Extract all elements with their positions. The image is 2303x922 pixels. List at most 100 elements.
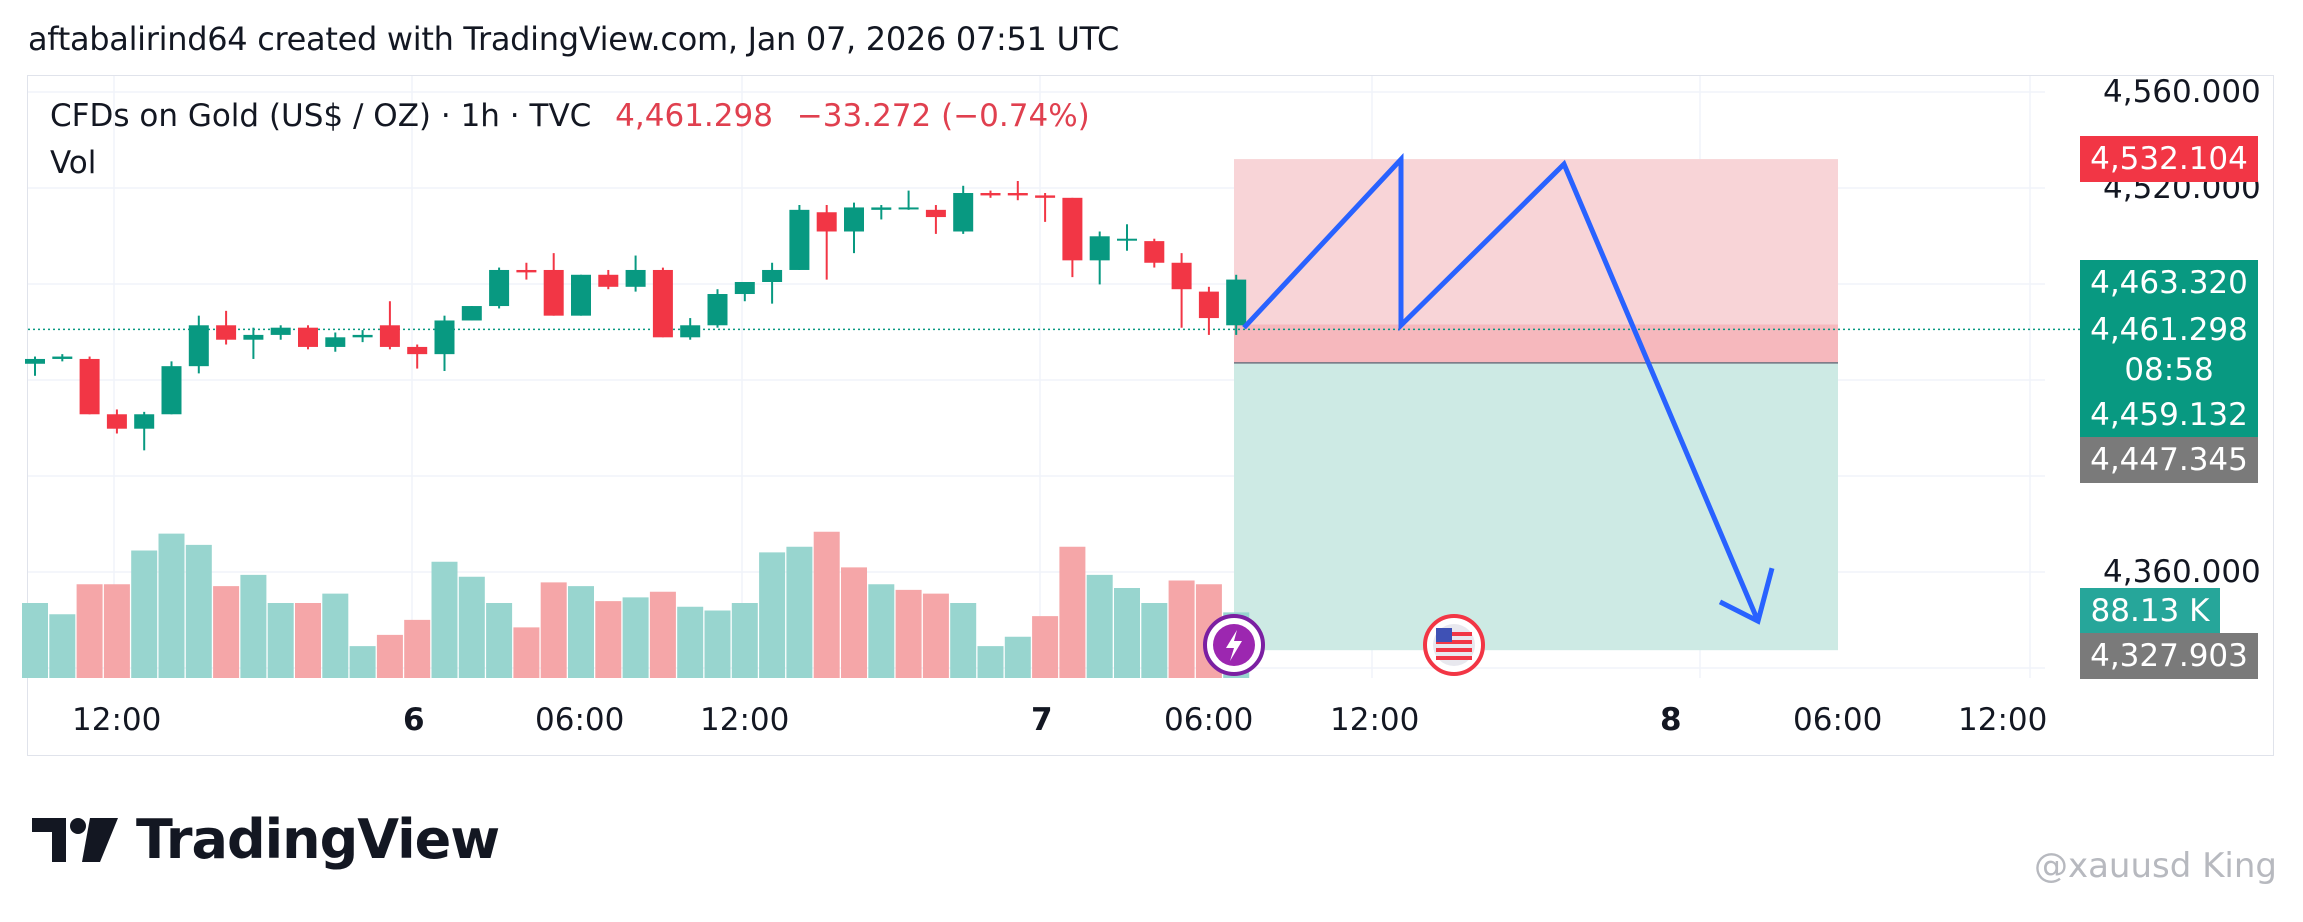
candle-body xyxy=(652,269,673,338)
tradingview-logo-text: TradingView xyxy=(136,808,500,871)
candle-body xyxy=(543,269,564,316)
time-tick: 12:00 xyxy=(1958,702,2048,738)
time-tick: 12:00 xyxy=(1330,702,1420,738)
time-tick: 8 xyxy=(1660,702,1682,738)
candle-body xyxy=(980,193,1001,196)
volume-bar xyxy=(513,627,540,678)
volume-bar xyxy=(267,603,294,678)
time-tick: 12:00 xyxy=(72,702,162,738)
volume-bar xyxy=(1004,636,1031,678)
volume-bar xyxy=(759,552,786,678)
candle-body xyxy=(1062,197,1083,261)
time-tick: 06:00 xyxy=(535,702,625,738)
volume-bar xyxy=(540,582,567,678)
volume-bar xyxy=(213,586,240,678)
candle-body xyxy=(434,320,455,355)
candle-body xyxy=(1144,241,1165,263)
volume-bar xyxy=(704,610,731,678)
candle-body xyxy=(953,193,974,232)
high-price-tag: 4,463.320 xyxy=(2080,260,2258,306)
time-tick: 7 xyxy=(1031,702,1053,738)
volume-bar xyxy=(868,584,895,678)
candle-body xyxy=(25,358,45,364)
volume-bar xyxy=(486,603,513,678)
candle-body xyxy=(325,337,346,347)
volume-bar xyxy=(185,544,212,678)
candle-body xyxy=(625,269,646,287)
volume-bar xyxy=(322,593,349,678)
candle-body xyxy=(680,325,701,338)
candle-body xyxy=(489,269,510,307)
tradingview-logo[interactable]: TradingView xyxy=(32,808,500,871)
candle-body xyxy=(407,346,428,355)
volume-bar xyxy=(622,597,649,678)
candle-body xyxy=(79,358,100,415)
stop-price-tag: 4,532.104 xyxy=(2080,136,2258,182)
volume-bar xyxy=(841,567,867,678)
low-price-tag: 4,459.132 xyxy=(2080,392,2258,438)
candle-body xyxy=(161,366,182,415)
volume-bar xyxy=(22,603,48,678)
tradingview-logo-icon xyxy=(32,817,118,862)
volume-bar xyxy=(922,593,949,678)
volume-bar xyxy=(977,646,1004,678)
volume-bar xyxy=(1086,574,1113,678)
stop-loss-zone-inner xyxy=(1234,324,1838,363)
time-tick: 06:00 xyxy=(1164,702,1254,738)
volume-bar xyxy=(1168,580,1195,678)
candle-body xyxy=(1198,291,1219,319)
us-flag-stripe xyxy=(1436,632,1472,636)
price-change: −33.272 (−0.74%) xyxy=(796,98,1090,134)
symbol-title: CFDs on Gold (US$ / OZ) · 1h · TVC xyxy=(50,98,592,134)
last-price-tag: 4,461.298 08:58 xyxy=(2080,306,2258,394)
volume-bar xyxy=(1114,588,1140,678)
candle-body xyxy=(571,274,591,316)
candle-body xyxy=(106,414,127,429)
us-flag-stripe xyxy=(1436,656,1472,660)
volume-bar xyxy=(158,533,185,678)
volume-bar xyxy=(349,646,376,678)
candle-body xyxy=(516,269,537,273)
candle-body xyxy=(1007,193,1028,196)
volume-bar xyxy=(458,576,485,678)
projection-path xyxy=(1242,152,1761,623)
volume-tag: 88.13 K xyxy=(2080,588,2220,634)
candle-body xyxy=(707,294,728,326)
volume-bar xyxy=(677,606,704,678)
volume-bar xyxy=(950,603,977,678)
volume-bar xyxy=(1141,603,1168,678)
candle-body xyxy=(871,207,892,210)
volume-bar xyxy=(595,601,622,678)
volume-bar xyxy=(813,531,840,678)
candle-body xyxy=(243,334,264,340)
candle-body xyxy=(216,325,237,340)
volume-bar xyxy=(404,619,431,678)
candle-body xyxy=(925,209,946,218)
candle-body xyxy=(598,274,619,287)
volume-bar xyxy=(786,546,813,678)
last-price-value: 4,461.298 xyxy=(2090,312,2248,348)
candle-body xyxy=(298,327,318,347)
last-price: 4,461.298 xyxy=(615,98,773,134)
us-flag-canton xyxy=(1436,628,1452,642)
volume-bar xyxy=(240,574,267,678)
volume-bar xyxy=(295,603,321,678)
volume-bar xyxy=(76,584,103,678)
entry-price-tag: 4,447.345 xyxy=(2080,437,2258,483)
volume-bar xyxy=(376,634,403,678)
us-flag-stripe xyxy=(1436,648,1472,652)
time-tick: 6 xyxy=(403,702,425,738)
volume-bar xyxy=(1032,616,1059,678)
lightning-icon xyxy=(1226,630,1242,661)
projection-arrowhead xyxy=(1718,567,1775,625)
candle-body xyxy=(1171,262,1192,290)
volume-bar xyxy=(731,603,758,678)
symbol-legend[interactable]: CFDs on Gold (US$ / OZ) · 1h · TVC 4,461… xyxy=(50,98,1090,134)
candle-body xyxy=(844,207,864,232)
price-tick: 4,560.000 xyxy=(2103,74,2261,110)
countdown-timer: 08:58 xyxy=(2124,352,2214,388)
candle-body xyxy=(789,209,810,270)
volume-bar xyxy=(49,614,76,678)
volume-bar xyxy=(131,550,158,678)
